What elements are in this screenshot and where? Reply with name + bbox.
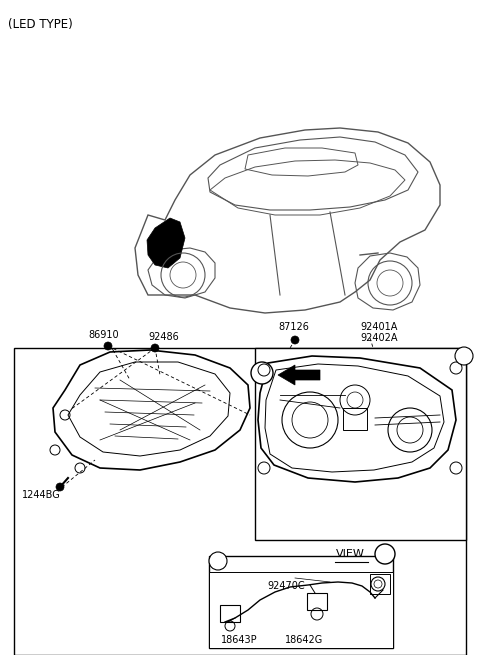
Text: A: A [259,372,265,382]
Text: 86910: 86910 [88,330,119,340]
Bar [370,574,390,594]
Text: VIEW: VIEW [336,549,365,559]
Bar [14,348,466,655]
Circle shape [104,342,112,350]
Bar [343,408,367,430]
Circle shape [291,336,299,344]
Circle shape [455,347,473,365]
Bar [220,605,240,622]
Polygon shape [278,365,320,385]
Text: a: a [461,356,467,364]
Text: (LED TYPE): (LED TYPE) [8,18,73,31]
Text: 87126: 87126 [278,322,309,332]
Polygon shape [147,218,185,268]
Circle shape [375,544,395,564]
Bar [209,572,393,648]
Circle shape [209,552,227,570]
Text: 18642G: 18642G [285,635,323,645]
Text: 92486: 92486 [148,332,179,342]
Bar [255,348,466,540]
Text: 92401A: 92401A [360,322,397,332]
Text: A: A [382,553,388,563]
Text: 92470C: 92470C [267,581,305,591]
Text: 18643P: 18643P [221,635,258,645]
Bar [209,556,393,648]
Bar [307,593,327,610]
Circle shape [151,344,159,352]
Text: 1244BG: 1244BG [22,490,61,500]
Text: 92402A: 92402A [360,333,397,343]
Circle shape [251,362,273,384]
Circle shape [56,483,64,491]
Text: a: a [215,561,221,569]
